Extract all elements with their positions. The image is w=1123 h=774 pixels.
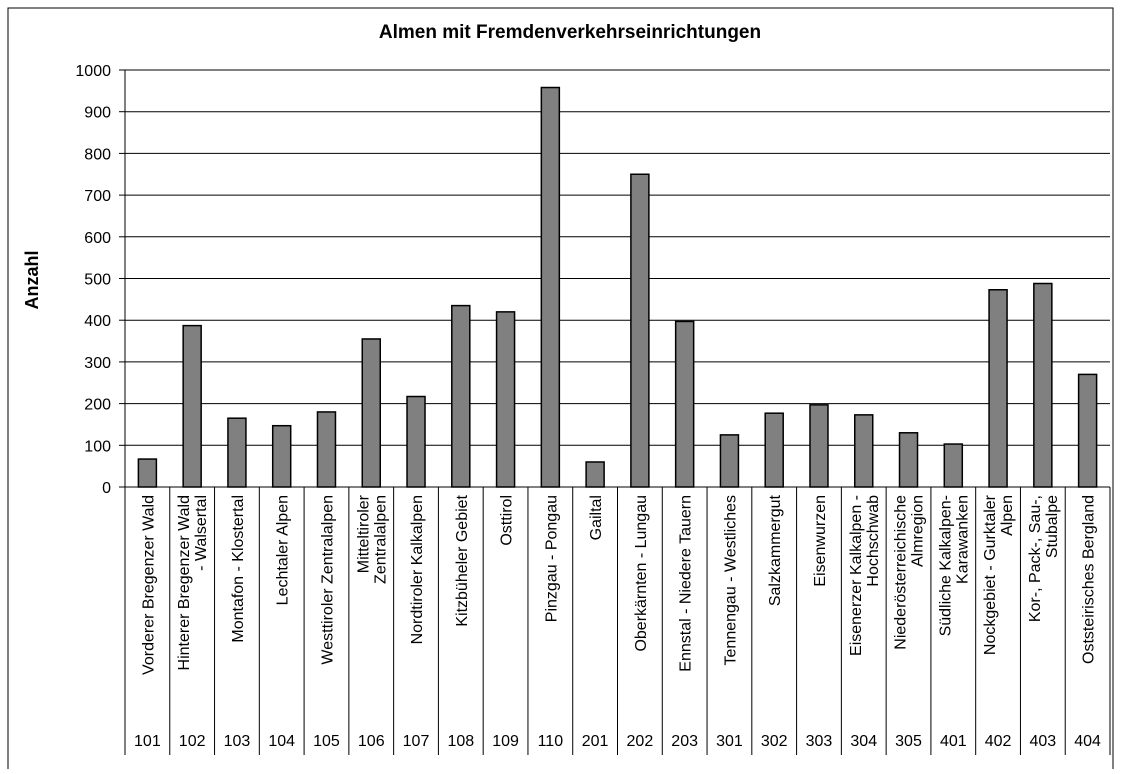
- x-tick-label: Lechtaler Alpen: [275, 495, 292, 605]
- x-tick-label: Montafon - Klostertal: [230, 495, 247, 643]
- x-tick-label: Pinzgau - Pongau: [543, 495, 560, 622]
- x-tick-label: Südliche Kalkalpen-Karawanken: [937, 495, 971, 636]
- bar: [316, 411, 337, 488]
- bar: [1033, 282, 1053, 488]
- category-code: 108: [447, 733, 474, 750]
- category-code: 104: [268, 733, 295, 750]
- x-tick-label: Ennstal - Niedere Tauern: [678, 495, 695, 672]
- bar: [495, 311, 516, 488]
- y-tick-label: 300: [84, 355, 111, 372]
- category-code: 110: [538, 733, 564, 750]
- y-tick-label: 500: [84, 272, 111, 289]
- y-tick-label: 200: [84, 397, 111, 414]
- y-tick-label: 400: [84, 313, 111, 330]
- category-code: 101: [134, 733, 161, 750]
- x-tick-label: MitteltirolerZentralalpen: [355, 494, 389, 584]
- x-tick-label: Kitzbüheler Gebiet: [454, 494, 471, 626]
- category-code: 103: [224, 733, 251, 750]
- y-tick-label: 700: [84, 188, 111, 205]
- bar: [988, 289, 1008, 488]
- x-tick-label: Hinterer Bregenzer Wald- Walsertal: [176, 495, 210, 670]
- x-tick-label: Oststeirisches Bergland: [1081, 495, 1098, 664]
- x-tick-label: Vorderer Bregenzer Wald: [140, 495, 157, 675]
- y-tick-label: 1000: [75, 63, 111, 80]
- bar: [451, 304, 471, 488]
- category-code: 105: [313, 733, 340, 750]
- category-code: 106: [358, 733, 385, 750]
- bar: [137, 458, 158, 488]
- chart-title: Almen mit Fremdenverkehrseinrichtungen: [379, 22, 761, 43]
- category-code: 109: [492, 733, 519, 750]
- category-code: 402: [985, 733, 1012, 750]
- bar: [406, 395, 426, 488]
- category-code: 202: [627, 733, 654, 750]
- bar: [719, 434, 740, 488]
- bar: [674, 320, 695, 488]
- bar: [1077, 373, 1098, 488]
- x-tick-label: Osttirol: [499, 495, 516, 546]
- bar: [361, 338, 381, 488]
- x-tick-label: Nockgebiet - GurktalerAlpen: [982, 494, 1016, 655]
- category-code: 107: [403, 733, 430, 750]
- y-tick-label: 100: [84, 438, 111, 455]
- category-code: 301: [716, 733, 743, 750]
- category-code: 303: [806, 733, 833, 750]
- x-tick-label: Tennengau - Westliches: [722, 495, 739, 665]
- bar: [898, 432, 919, 488]
- y-tick-label: 600: [84, 230, 111, 247]
- x-tick-label: Eisenerzer Kalkalpen -Hochschwab: [848, 495, 882, 656]
- x-tick-label: Gailtal: [588, 495, 605, 540]
- bar: [943, 443, 964, 488]
- bar: [227, 417, 247, 488]
- category-code: 201: [582, 733, 609, 750]
- bar: [585, 461, 605, 488]
- y-tick-label: 900: [84, 105, 111, 122]
- x-tick-label: Westtiroler Zentralalpen: [319, 495, 336, 665]
- x-tick-label: Nordtiroler Kalkalpen: [409, 495, 426, 644]
- category-code: 401: [940, 733, 967, 750]
- x-tick-label: Salzkammergut: [767, 494, 784, 606]
- category-code: 304: [850, 733, 877, 750]
- bar: [854, 414, 874, 488]
- x-tick-label: NiederösterreichischeAlmregion: [893, 495, 927, 650]
- category-code: 302: [761, 733, 788, 750]
- y-tick-label: 800: [84, 146, 111, 163]
- category-code: 203: [671, 733, 698, 750]
- category-code: 404: [1074, 733, 1101, 750]
- bar: [271, 424, 292, 488]
- y-tick-label: 0: [102, 480, 111, 497]
- x-tick-label: Oberkärnten - Lungau: [633, 495, 650, 652]
- category-code: 403: [1029, 733, 1056, 750]
- bar: [540, 86, 561, 488]
- x-tick-label: Eisenwurzen: [812, 495, 829, 587]
- category-code: 305: [895, 733, 922, 750]
- chart-frame: [7, 7, 1114, 774]
- category-code: 102: [179, 733, 206, 750]
- y-axis-label: Anzahl: [22, 250, 42, 309]
- bar: [182, 324, 202, 488]
- bar: [809, 404, 829, 488]
- bar: [764, 412, 784, 488]
- x-tick-label: Kor-, Pack-, Sau-,Stubalpe: [1027, 495, 1061, 622]
- bar: [630, 173, 650, 488]
